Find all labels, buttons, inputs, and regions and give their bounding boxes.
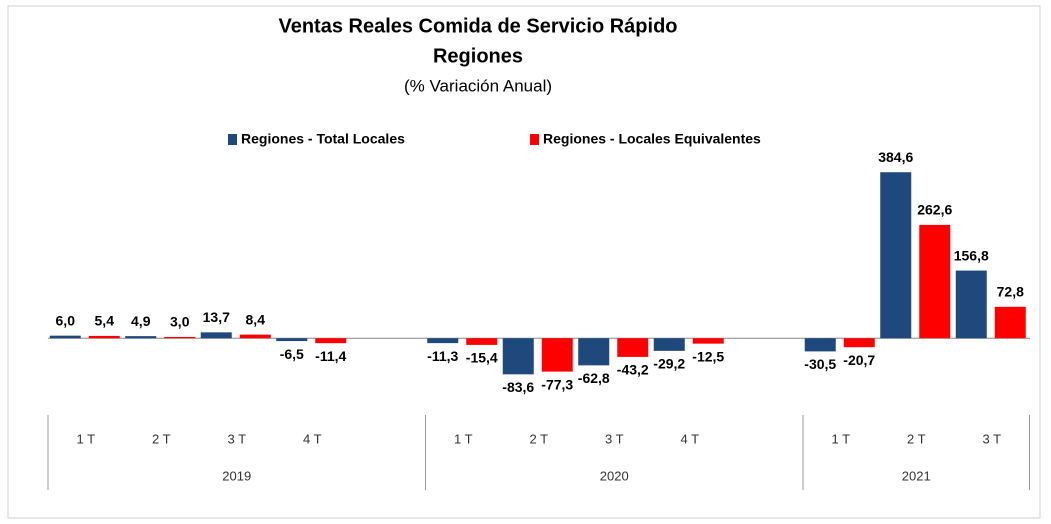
bar	[466, 338, 498, 345]
data-label: -29,2	[653, 356, 685, 372]
bar	[276, 338, 308, 342]
data-label: -77,3	[541, 376, 573, 392]
x-tick-label: 3 T	[227, 431, 246, 446]
bar	[578, 338, 610, 366]
data-label: 72,8	[997, 284, 1024, 300]
bar	[541, 338, 573, 372]
data-label: 384,6	[878, 149, 913, 165]
legend-label: Regiones - Total Locales	[241, 131, 405, 147]
bar	[843, 338, 875, 348]
x-tick-label: 1 T	[454, 431, 473, 446]
data-label: 4,9	[131, 313, 151, 329]
x-tick-label: 1 T	[831, 431, 850, 446]
x-tick-label: 3 T	[605, 431, 624, 446]
chart-title: Ventas Reales Comida de Servicio Rápido	[278, 15, 677, 37]
bar	[653, 338, 685, 351]
bar	[804, 338, 836, 352]
bar	[919, 224, 951, 339]
data-label: 262,6	[917, 202, 952, 218]
bar	[994, 306, 1026, 339]
data-label: -30,5	[804, 356, 836, 372]
chart-frame	[7, 5, 1041, 519]
bar	[125, 336, 157, 339]
data-label: 6,0	[56, 312, 76, 328]
data-label: -15,4	[466, 350, 498, 366]
bar	[617, 338, 649, 357]
data-label: -83,6	[502, 379, 534, 395]
bar	[239, 334, 271, 339]
legend-label: Regiones - Locales Equivalentes	[543, 131, 761, 147]
data-label: -12,5	[692, 348, 724, 364]
bar	[502, 338, 534, 375]
x-tick-label: 3 T	[982, 431, 1001, 446]
data-label: 13,7	[203, 309, 230, 325]
data-label: 3,0	[170, 314, 190, 330]
data-label: -6,5	[280, 346, 304, 362]
chart-note: (% Variación Anual)	[404, 76, 552, 95]
x-tick-label: 2 T	[529, 431, 548, 446]
bar	[880, 172, 912, 339]
x-tick-label: 2 T	[907, 431, 926, 446]
bar	[88, 335, 120, 339]
bar	[200, 332, 232, 339]
x-tick-label: 4 T	[303, 431, 322, 446]
x-group-label: 2019	[222, 468, 251, 483]
data-label: 156,8	[954, 247, 989, 263]
x-group-label: 2020	[600, 468, 629, 483]
bar	[692, 338, 724, 344]
x-group-label: 2021	[902, 468, 931, 483]
data-label: -11,3	[427, 348, 458, 364]
x-tick-label: 4 T	[680, 431, 699, 446]
bar	[955, 270, 987, 339]
bar	[427, 338, 459, 344]
data-label: -11,4	[315, 348, 346, 364]
x-tick-label: 2 T	[152, 431, 171, 446]
data-label: 5,4	[95, 313, 115, 329]
bar	[164, 336, 196, 339]
data-label: -62,8	[578, 370, 610, 386]
legend-swatch	[530, 134, 539, 145]
chart-subtitle: Regiones	[433, 45, 523, 67]
bar	[49, 335, 81, 339]
bar	[315, 338, 347, 344]
data-label: 8,4	[246, 311, 266, 327]
legend-swatch	[228, 134, 237, 145]
x-tick-label: 1 T	[76, 431, 95, 446]
data-label: -43,2	[617, 362, 649, 378]
data-label: -20,7	[843, 352, 875, 368]
